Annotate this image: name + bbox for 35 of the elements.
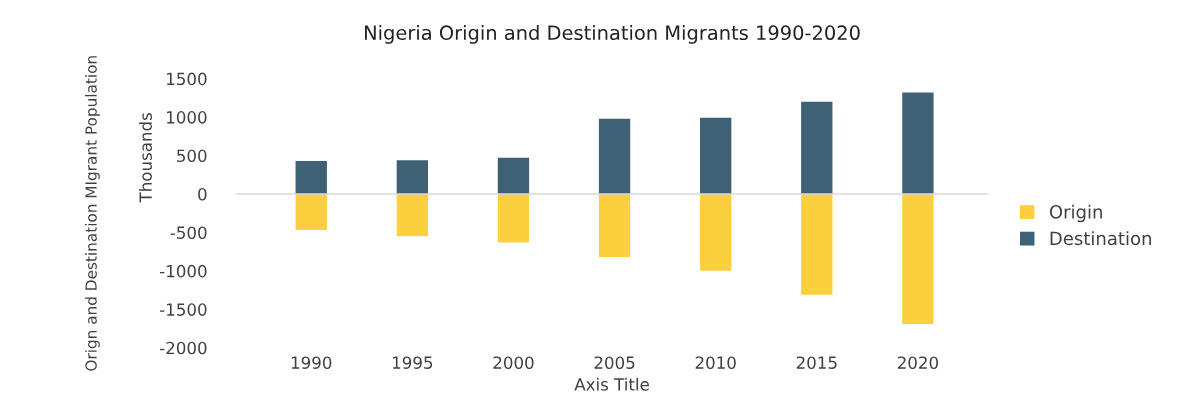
x-axis-title: Axis Title — [574, 377, 649, 391]
x-tick-label: 1990 — [291, 356, 332, 369]
bar — [598, 193, 631, 258]
bar — [295, 160, 327, 194]
bar — [396, 160, 429, 194]
x-tick-label: 1995 — [392, 356, 433, 369]
y-tick-label: -2000 — [160, 341, 207, 355]
bar — [801, 193, 833, 295]
bar — [700, 193, 732, 271]
legend-label: Origin — [1049, 204, 1102, 223]
x-tick-label: 2020 — [897, 356, 938, 369]
x-tick-label: 2010 — [695, 356, 736, 369]
y-tick-label: 500 — [177, 149, 207, 163]
bar — [497, 157, 530, 194]
y-tick-label: -1500 — [160, 303, 207, 316]
bar — [700, 117, 732, 194]
x-tick-label: 2015 — [796, 356, 837, 369]
bar — [497, 193, 530, 243]
bar — [902, 92, 934, 194]
text: Thousands — [139, 113, 152, 203]
legend-label: Destination — [1050, 231, 1151, 246]
y-tick-label: -500 — [170, 226, 207, 239]
bar — [902, 193, 934, 324]
bar — [295, 193, 327, 231]
y-tick-label: 1500 — [167, 72, 207, 86]
bar — [801, 101, 833, 194]
y-axis-title: Orign and Destination MIgrant Population — [85, 56, 100, 371]
y-tick-label: -1000 — [160, 264, 207, 278]
y-tick-label: 1000 — [167, 111, 207, 124]
bar — [598, 118, 631, 194]
bar — [396, 193, 429, 237]
x-tick-label: 2000 — [493, 356, 534, 369]
chart-title: Nigeria Origin and Destination Migrants 1990-2020 — [365, 25, 860, 44]
y-tick-label: 0 — [198, 187, 207, 201]
x-tick-label: 2005 — [594, 356, 635, 369]
